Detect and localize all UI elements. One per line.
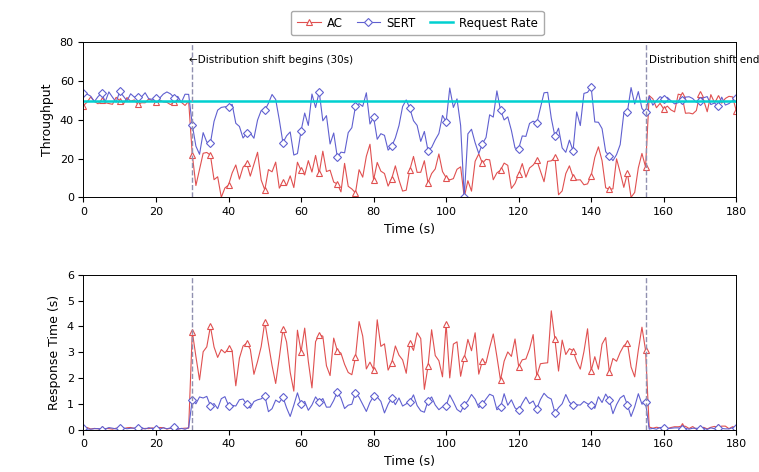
Y-axis label: Response Time (s): Response Time (s) (48, 295, 61, 410)
Text: ←Distribution shift begins (30s): ←Distribution shift begins (30s) (189, 55, 353, 65)
Text: Distribution shift ends (155s)→: Distribution shift ends (155s)→ (649, 55, 759, 65)
X-axis label: Time (s): Time (s) (384, 455, 436, 468)
X-axis label: Time (s): Time (s) (384, 223, 436, 236)
Y-axis label: Throughput: Throughput (41, 84, 54, 156)
Legend: AC, SERT, Request Rate: AC, SERT, Request Rate (291, 11, 544, 35)
